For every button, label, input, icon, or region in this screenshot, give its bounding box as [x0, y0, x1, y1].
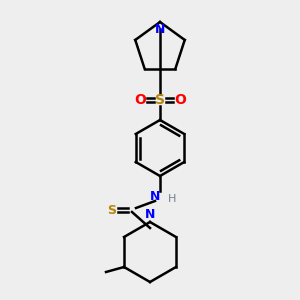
Text: S: S [107, 203, 116, 217]
Text: S: S [155, 93, 165, 107]
Text: H: H [168, 194, 176, 204]
Text: N: N [150, 190, 160, 203]
Text: O: O [174, 93, 186, 107]
Text: N: N [155, 23, 165, 36]
Text: O: O [134, 93, 146, 107]
Text: N: N [145, 208, 155, 221]
